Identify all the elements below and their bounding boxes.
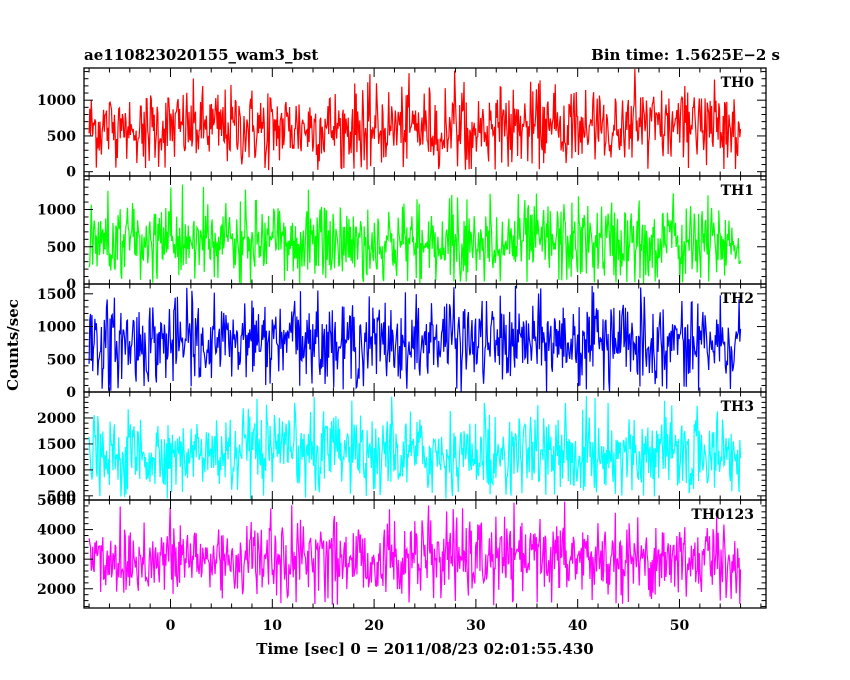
y-tick-label: 2000 xyxy=(37,582,76,598)
y-tick-label: 500 xyxy=(47,489,76,505)
x-tick-label: 30 xyxy=(466,618,486,634)
chart-title-right: Bin time: 1.5625E−2 s xyxy=(591,46,780,64)
y-tick-label: 1500 xyxy=(37,437,76,453)
y-tick-label: 4000 xyxy=(37,523,76,539)
panel-th2: 0 500 1000 1500 TH2 xyxy=(37,283,767,401)
y-tick-label: 1000 xyxy=(37,93,76,109)
y-tick-label: 0 xyxy=(66,277,76,293)
y-tick-label: 1000 xyxy=(37,320,76,336)
chart-title-left: ae110823020155_wam3_bst xyxy=(84,46,318,64)
y-tick-label: 500 xyxy=(47,129,76,145)
series-line-th1 xyxy=(88,184,742,284)
series-line-th3 xyxy=(88,396,742,500)
y-tick-label: 500 xyxy=(47,352,76,368)
x-axis-label: Time [sec] 0 = 2011/08/23 02:01:55.430 xyxy=(256,640,593,658)
y-tick-label: 5000 xyxy=(37,493,76,509)
x-tick-label: 40 xyxy=(568,618,588,634)
x-tick-label: 50 xyxy=(670,618,690,634)
y-tick-label: 2000 xyxy=(37,411,76,427)
panel-label-th0123: TH0123 xyxy=(691,507,754,523)
y-tick-label: 1500 xyxy=(37,287,76,303)
x-tick-label: 10 xyxy=(263,618,283,634)
panel-frame xyxy=(83,499,767,609)
panel-label-th2: TH2 xyxy=(721,291,754,307)
x-tick-label: 0 xyxy=(166,618,176,634)
y-axis-label: Counts/sec xyxy=(4,299,22,391)
panel-th0123: 2000 3000 4000 5000 TH0123 xyxy=(37,493,767,609)
series-line-th2 xyxy=(88,285,742,392)
panel-label-th3: TH3 xyxy=(721,399,754,415)
y-tick-label: 0 xyxy=(66,385,76,401)
series-line-th0123 xyxy=(88,501,742,606)
x-tick-label: 20 xyxy=(364,618,384,634)
y-tick-label: 3000 xyxy=(37,552,76,568)
series-line-th0 xyxy=(88,68,742,171)
panel-th1: 0 500 1000 TH1 xyxy=(37,175,767,293)
panel-th3: 500 1000 1500 2000 TH3 xyxy=(37,391,767,505)
y-tick-label: 1000 xyxy=(37,463,76,479)
panel-label-th1: TH1 xyxy=(721,183,754,199)
y-tick-label: 500 xyxy=(47,240,76,256)
panel-label-th0: TH0 xyxy=(721,75,755,91)
y-tick-label: 1000 xyxy=(37,203,76,219)
y-tick-label: 0 xyxy=(66,165,76,181)
panel-th0: 0 500 1000 TH0 xyxy=(37,67,767,181)
